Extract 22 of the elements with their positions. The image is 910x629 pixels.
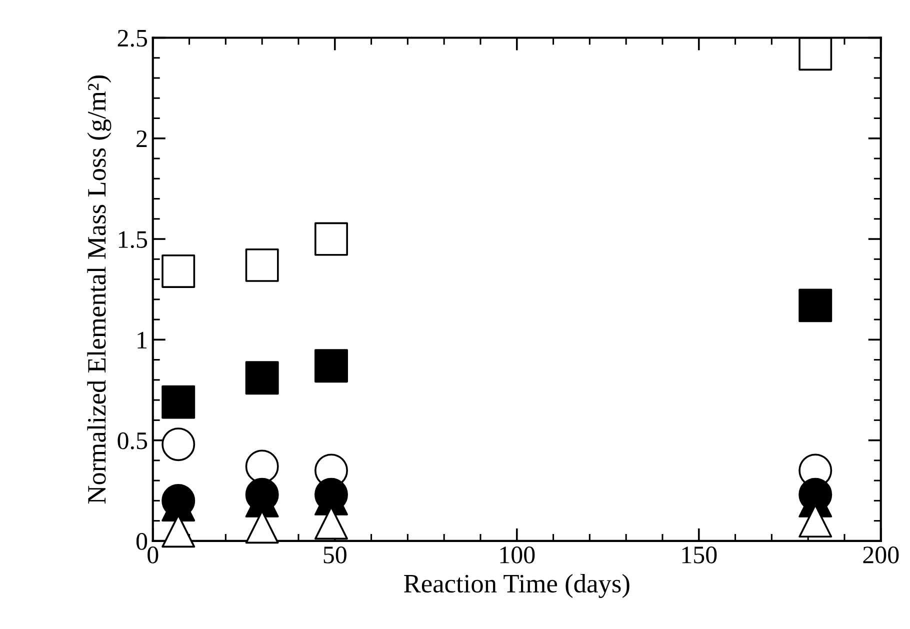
point [798,37,832,71]
y-tick-label: 0.5 [118,432,148,450]
y-axis-title: Normalized Elemental Mass Loss (g/m²) [87,75,112,504]
x-tick-label: 0 [148,546,158,564]
point [162,385,196,419]
y-tick-label: 2 [136,130,147,148]
x-axis-title: Reaction Time (days) [404,574,630,598]
y-tick-label: 2.5 [118,30,148,47]
y-tick-label: 1.5 [118,231,148,248]
point [162,428,196,462]
y-tick-label: 0 [136,532,148,550]
x-tick-label: 200 [863,546,899,564]
x-tick-label: 50 [324,546,346,564]
x-tick-label: 150 [682,546,717,564]
point [314,222,348,256]
point [314,349,348,383]
point [245,361,279,395]
point [798,288,832,322]
point [162,254,196,288]
y-tick-label: 1 [138,332,147,348]
x-tick-label: 100 [500,546,535,564]
point [245,248,279,282]
